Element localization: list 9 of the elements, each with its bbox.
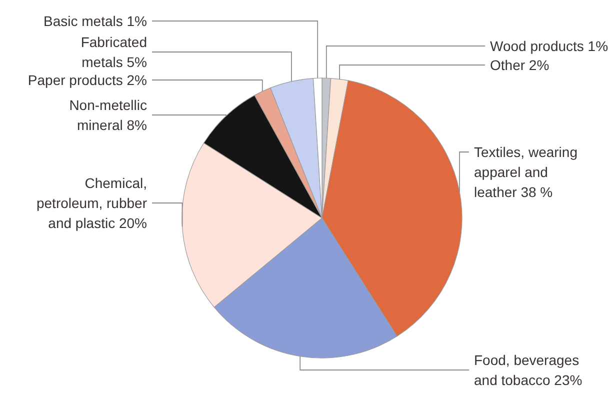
slice-label: Food, beverages and tobacco 23%	[474, 352, 582, 388]
slice-label: Chemical, petroleum, rubber and plastic 20%	[36, 175, 148, 231]
slice-label: Paper products 2%	[28, 72, 147, 88]
slice-label: Fabricated metals 5%	[80, 34, 147, 70]
slice-label: Non-metellic mineral 8%	[69, 97, 147, 133]
slice-label: Other 2%	[490, 57, 550, 73]
slice-label: Textiles, wearing apparel and leather 38 %	[474, 144, 578, 200]
slice-label: Wood products 1%	[490, 38, 608, 54]
slice-label: Basic metals 1%	[44, 13, 147, 29]
